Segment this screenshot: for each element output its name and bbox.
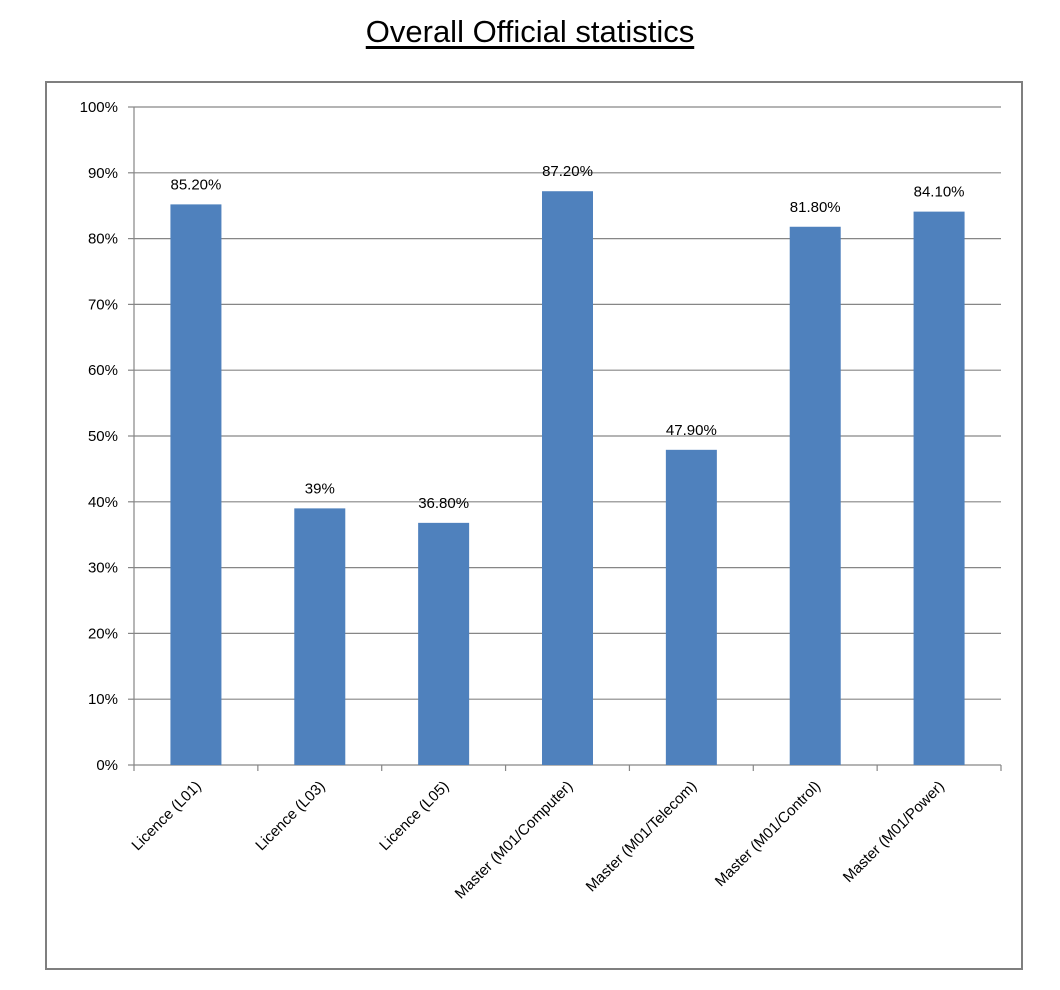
bar xyxy=(665,449,717,765)
bar xyxy=(789,226,841,766)
bar xyxy=(170,204,222,765)
y-tick-label: 100% xyxy=(80,99,118,116)
x-tick-label: Licence (L03) xyxy=(252,778,328,854)
data-label: 84.10% xyxy=(914,184,965,201)
y-tick-label: 0% xyxy=(96,757,118,774)
x-tick-label: Master (M01/Telecom) xyxy=(583,778,701,896)
y-tick-label: 50% xyxy=(88,428,118,445)
y-tick-label: 80% xyxy=(88,231,118,248)
y-tick-label: 30% xyxy=(88,560,118,577)
x-tick-label: Master (M01/Computer) xyxy=(452,778,577,903)
y-tick-label: 70% xyxy=(88,296,118,313)
data-label: 36.80% xyxy=(418,495,469,512)
x-tick-label: Licence (L01) xyxy=(128,778,204,854)
bar xyxy=(294,508,346,765)
data-label: 39% xyxy=(305,480,335,497)
chart-frame xyxy=(45,81,1023,970)
data-label: 85.20% xyxy=(170,176,221,193)
y-tick-label: 60% xyxy=(88,362,118,379)
bar xyxy=(913,211,965,765)
y-tick-label: 20% xyxy=(88,625,118,642)
x-tick-label: Master (M01/Power) xyxy=(840,778,948,886)
y-tick-label: 10% xyxy=(88,691,118,708)
bar xyxy=(418,522,470,765)
data-label: 87.20% xyxy=(542,163,593,180)
data-label: 47.90% xyxy=(666,422,717,439)
y-tick-label: 40% xyxy=(88,494,118,511)
bar xyxy=(542,191,593,765)
data-label: 81.80% xyxy=(790,199,841,216)
x-tick-label: Master (M01/Control) xyxy=(712,778,824,890)
chart-title: Overall Official statistics xyxy=(365,14,695,49)
y-tick-label: 90% xyxy=(88,165,118,182)
x-tick-label: Licence (L05) xyxy=(376,778,452,854)
